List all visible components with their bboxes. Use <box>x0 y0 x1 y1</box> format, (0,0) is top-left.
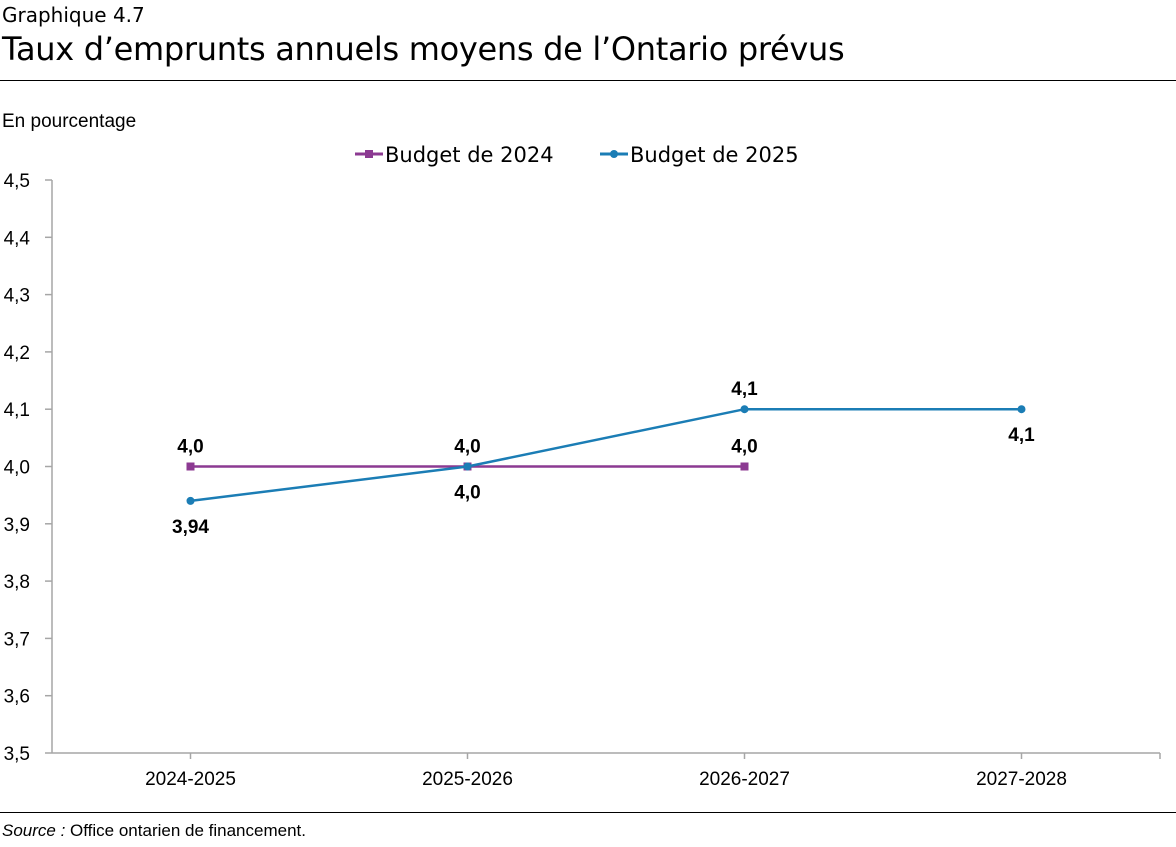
y-tick-label: 3,9 <box>4 515 30 536</box>
y-tick-label: 3,8 <box>4 572 30 593</box>
data-point <box>740 405 749 414</box>
y-tick-label: 4,1 <box>4 400 30 421</box>
y-tick-label: 4,3 <box>4 286 30 307</box>
x-tick-label: 2024-2025 <box>145 769 236 790</box>
data-label: 4,0 <box>454 483 480 504</box>
x-tick-label: 2026-2027 <box>699 769 790 790</box>
data-label: 3,94 <box>172 517 209 538</box>
y-tick-label: 4,0 <box>4 458 30 479</box>
series-line-1 <box>190 407 1022 503</box>
y-tick-label: 3,6 <box>4 687 30 708</box>
data-label: 4,0 <box>177 437 203 458</box>
y-tick-label: 4,4 <box>4 228 31 249</box>
legend-label-1: Budget de 2025 <box>630 143 799 167</box>
legend-marker-square <box>365 150 373 158</box>
data-point <box>740 462 749 471</box>
data-label: 4,0 <box>454 437 480 458</box>
y-axis-unit-label: En pourcentage <box>2 111 137 132</box>
chart-title: Taux d’emprunts annuels moyens de l’Onta… <box>2 30 845 68</box>
y-tick-label: 3,7 <box>4 629 30 650</box>
data-point <box>1017 405 1026 414</box>
y-tick-label: 4,5 <box>4 171 30 192</box>
data-label: 4,1 <box>731 379 758 400</box>
data-label: 4,0 <box>731 437 757 458</box>
y-tick-label: 3,5 <box>4 744 30 765</box>
source-text: Office ontarien de financement. <box>65 821 306 840</box>
data-point <box>186 496 195 505</box>
chart-number: Graphique 4.7 <box>2 3 145 27</box>
footer-divider <box>0 812 1176 813</box>
x-tick-label: 2025-2026 <box>422 769 513 790</box>
x-tick-label: 2027-2028 <box>976 769 1067 790</box>
y-tick-label: 4,2 <box>4 343 30 364</box>
data-label: 4,1 <box>1008 425 1035 446</box>
legend-marker-circle <box>610 150 618 158</box>
source-label: Source : <box>2 821 66 840</box>
title-divider <box>0 80 1176 81</box>
data-point <box>463 462 472 471</box>
source-note: Source : Office ontarien de financement. <box>2 821 306 841</box>
data-point <box>186 462 195 471</box>
legend-label-0: Budget de 2024 <box>385 143 554 167</box>
